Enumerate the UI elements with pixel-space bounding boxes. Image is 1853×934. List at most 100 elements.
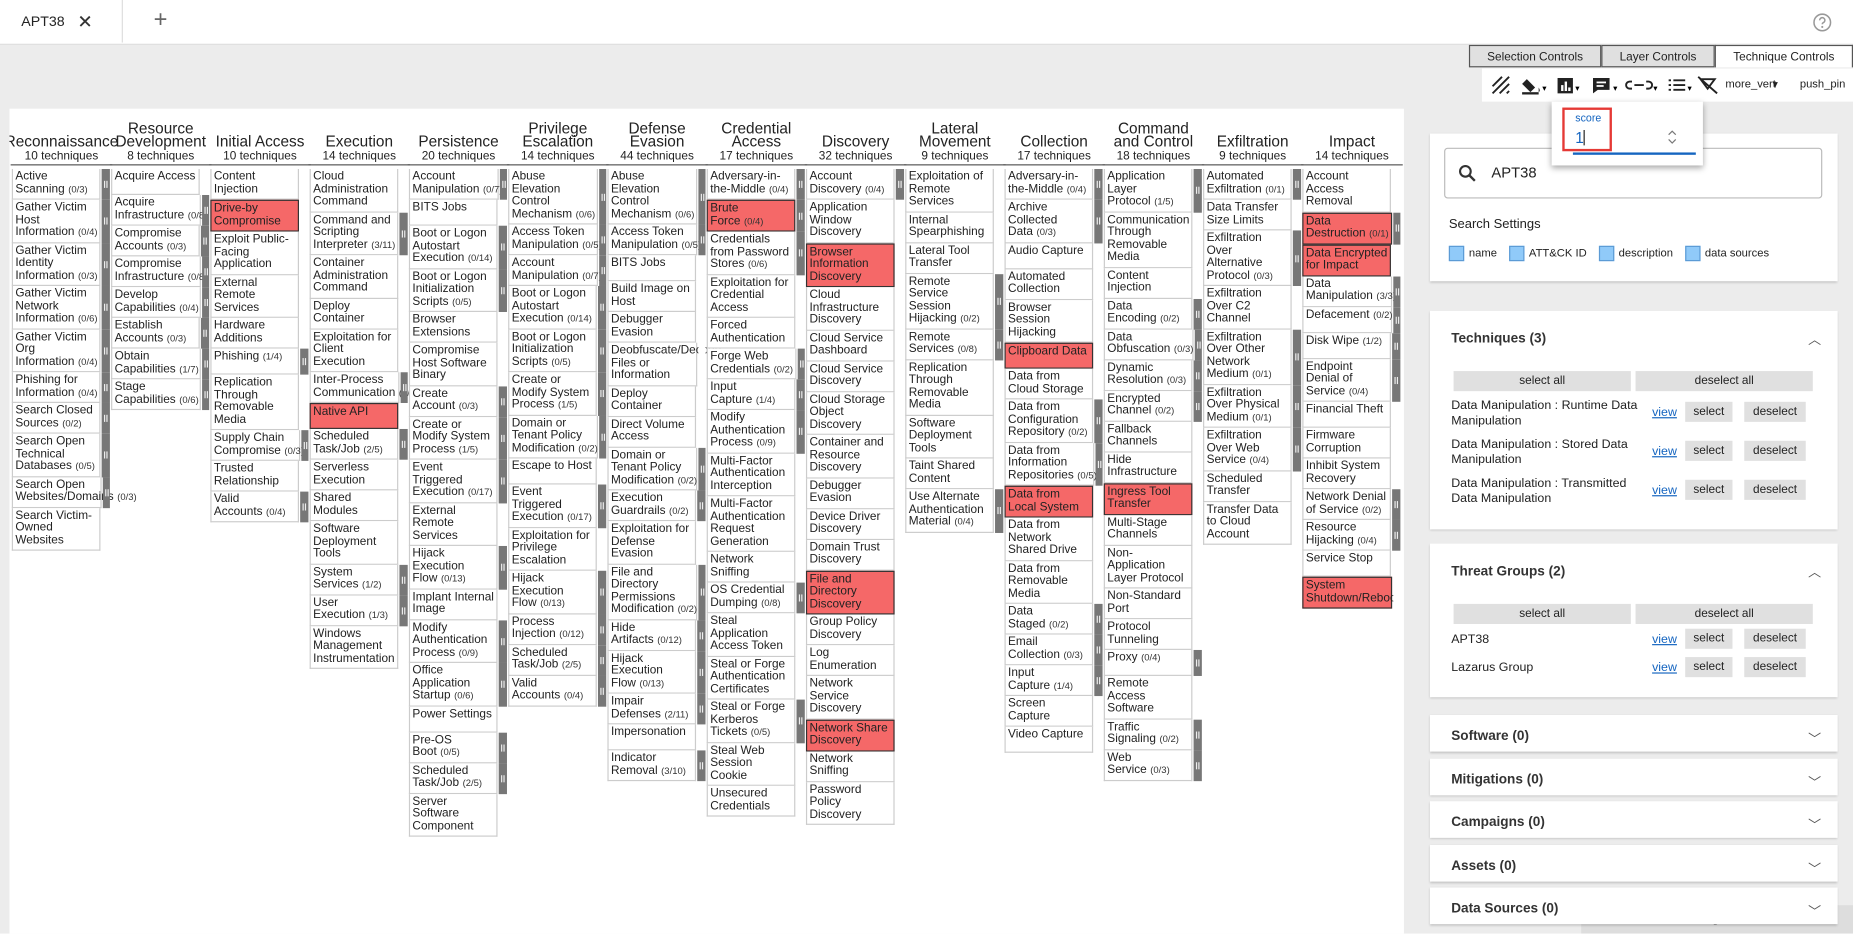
technique-cell[interactable]: Data Encoding (0/2) (1103, 298, 1193, 330)
technique-cell[interactable]: Automated Collection (1004, 268, 1094, 300)
technique-cell[interactable]: Application Window Discovery (805, 199, 895, 243)
technique-cell[interactable]: Data from Local System (1004, 485, 1094, 518)
technique-cell[interactable]: Exploitation for Client Execution (309, 329, 399, 373)
expand-strip[interactable] (598, 613, 607, 645)
technique-cell[interactable]: Compromise Host Software Binary (408, 342, 498, 386)
view-link[interactable]: view (1652, 405, 1677, 420)
expand-strip[interactable] (400, 372, 408, 403)
technique-cell[interactable]: External Remote Services (210, 274, 300, 318)
expand-strip[interactable] (202, 194, 210, 226)
technique-cell[interactable]: External Remote Services (408, 502, 498, 546)
technique-cell[interactable]: Software Deployment Tools (309, 521, 399, 565)
technique-cell[interactable]: Native API (309, 402, 399, 429)
technique-cell[interactable]: Scheduled Task/Job (2/5) (508, 644, 597, 676)
technique-cell[interactable]: Firmware Corruption (1302, 427, 1392, 459)
technique-cell[interactable]: Drive-by Compromise (210, 199, 300, 232)
technique-cell[interactable]: Hijack Execution Flow (0/13) (607, 650, 697, 694)
technique-cell[interactable]: OS Credential Dumping (0/8) (706, 582, 796, 614)
technique-cell[interactable]: Exfiltration Over Other Network Medium (0… (1203, 329, 1292, 385)
technique-cell[interactable]: Event Triggered Execution (0/17) (508, 484, 597, 528)
technique-cell[interactable]: Deploy Container (607, 385, 697, 417)
expand-strip[interactable] (1392, 489, 1401, 520)
technique-cell[interactable]: Multi-Factor Authentication Request Gene… (706, 496, 796, 552)
expand-strip[interactable] (598, 285, 607, 330)
technique-cell[interactable]: Impersonation (607, 724, 697, 751)
technique-cell[interactable]: Deobfuscate/Decode Files or Information (607, 342, 721, 386)
expand-strip[interactable] (697, 650, 706, 694)
expand-strip[interactable] (498, 662, 507, 707)
technique-cell[interactable]: Compromise Infrastructure (0/8) (111, 256, 207, 288)
technique-cell[interactable]: Data from Information Repositories (0/5) (1004, 442, 1097, 486)
expand-strip[interactable] (498, 416, 507, 460)
view-link[interactable]: view (1652, 632, 1677, 647)
technique-cell[interactable]: Windows Management Instrumentation (309, 625, 399, 669)
add-tab[interactable]: + (153, 7, 168, 34)
technique-cell[interactable]: Abuse Elevation Control Mechanism (0/6) (508, 168, 598, 225)
technique-cell[interactable]: Server Software Component (408, 793, 498, 837)
technique-cell[interactable]: Steal Application Access Token (706, 613, 796, 657)
expand-strip[interactable] (399, 212, 408, 256)
expand-strip[interactable] (995, 273, 1004, 330)
technique-cell[interactable]: Content Injection (210, 168, 300, 200)
technique-cell[interactable]: Supply Chain Compromise (0/3) (210, 430, 304, 461)
expand-strip[interactable] (697, 490, 706, 522)
technique-cell[interactable]: Command and Scripting Interpreter (3/11) (309, 212, 399, 256)
technique-cell[interactable]: Exploitation for Defense Evasion (607, 521, 697, 565)
technique-cell[interactable]: Data Staged (0/2) (1004, 603, 1094, 635)
expand-strip[interactable] (1193, 168, 1202, 213)
expand-strip[interactable] (698, 224, 706, 256)
expand-strip[interactable] (598, 675, 607, 707)
technique-cell[interactable]: Cloud Storage Object Discovery (805, 391, 895, 435)
technique-cell[interactable]: Device Driver Discovery (805, 508, 895, 540)
technique-cell[interactable]: Exploitation for Credential Access (706, 274, 796, 318)
select-all[interactable]: select all (1453, 603, 1631, 624)
view-link[interactable]: view (1652, 444, 1677, 459)
technique-cell[interactable]: Domain or Tenant Policy Modification (0/2… (607, 447, 698, 491)
expand-strip[interactable] (101, 402, 110, 434)
technique-cell[interactable]: Proxy (0/4) (1103, 649, 1193, 676)
technique-cell[interactable]: Browser Extensions (408, 311, 498, 343)
technique-cell[interactable]: Obtain Capabilities (1/7) (111, 348, 201, 380)
expand-strip[interactable] (1193, 390, 1202, 422)
expand-strip[interactable] (102, 242, 110, 286)
technique-cell[interactable]: Modify Authentication Process (0/9) (706, 410, 796, 454)
chevron[interactable]: ﹀ (1808, 818, 1822, 834)
technique-cell[interactable]: Search Open Websites/Domains (0/3) (11, 476, 137, 508)
technique-cell[interactable]: Scheduled Task/Job (2/5) (309, 428, 399, 460)
technique-cell[interactable]: Account Manipulation (0/7) (508, 255, 602, 286)
expand-strip[interactable] (599, 255, 607, 286)
technique-cell[interactable]: Input Capture (1/4) (706, 379, 796, 411)
technique-cell[interactable]: Boot or Logon Autostart Execution (0/14) (508, 285, 597, 330)
chevron[interactable]: ﹀ (1808, 775, 1822, 791)
technique-cell[interactable]: Exploitation for Privilege Escalation (508, 527, 597, 571)
technique-cell[interactable]: Debugger Evasion (805, 478, 895, 509)
technique-cell[interactable]: Password Policy Discovery (805, 781, 895, 825)
technique-cell[interactable]: Non-Application Layer Protocol (1103, 545, 1193, 589)
technique-cell[interactable]: Valid Accounts (0/4) (210, 491, 300, 523)
technique-cell[interactable]: Phishing (1/4) (210, 348, 300, 375)
technique-cell[interactable]: Data from Removable Media (1004, 560, 1094, 604)
expand-strip[interactable] (300, 348, 309, 375)
toolbar-icons[interactable]: ▾ ▾ ▾ ▾ ▾ (1491, 76, 1727, 95)
technique-cell[interactable]: Use Alternate Authentication Material (0/… (905, 489, 994, 533)
technique-cell[interactable]: Modify Authentication Process (0/9) (408, 619, 498, 663)
technique-cell[interactable]: Encrypted Channel (0/2) (1103, 390, 1193, 422)
technique-cell[interactable]: Network Denial of Service (0/2) (1302, 489, 1392, 520)
technique-cell[interactable]: Exfiltration Over C2 Channel (1203, 285, 1292, 330)
technique-cell[interactable]: Steal or Forge Kerberos Tickets (0/5) (706, 699, 796, 743)
expand-strip[interactable] (102, 329, 110, 373)
technique-cell[interactable]: Cloud Administration Command (309, 168, 399, 213)
technique-cell[interactable]: BITS Jobs (408, 199, 498, 226)
expand-strip[interactable] (498, 545, 507, 590)
technique-cell[interactable]: Automated Exfiltration (0/1) (1203, 168, 1292, 200)
chevron[interactable]: ﹀ (1808, 732, 1822, 747)
technique-cell[interactable]: Data from Configuration Repository (0/2) (1004, 399, 1094, 443)
expand-strip[interactable] (598, 372, 607, 416)
technique-cell[interactable]: Valid Accounts (0/4) (508, 675, 597, 707)
technique-cell[interactable]: Hide Artifacts (0/12) (607, 619, 697, 651)
technique-cell[interactable]: Hijack Execution Flow (0/13) (408, 545, 498, 590)
expand-strip[interactable] (1094, 199, 1103, 243)
technique-cell[interactable]: Network Sniffing (805, 751, 895, 782)
technique-cell[interactable]: Boot or Logon Initialization Scripts (0/5… (408, 268, 498, 312)
expand-strip[interactable] (697, 619, 706, 651)
